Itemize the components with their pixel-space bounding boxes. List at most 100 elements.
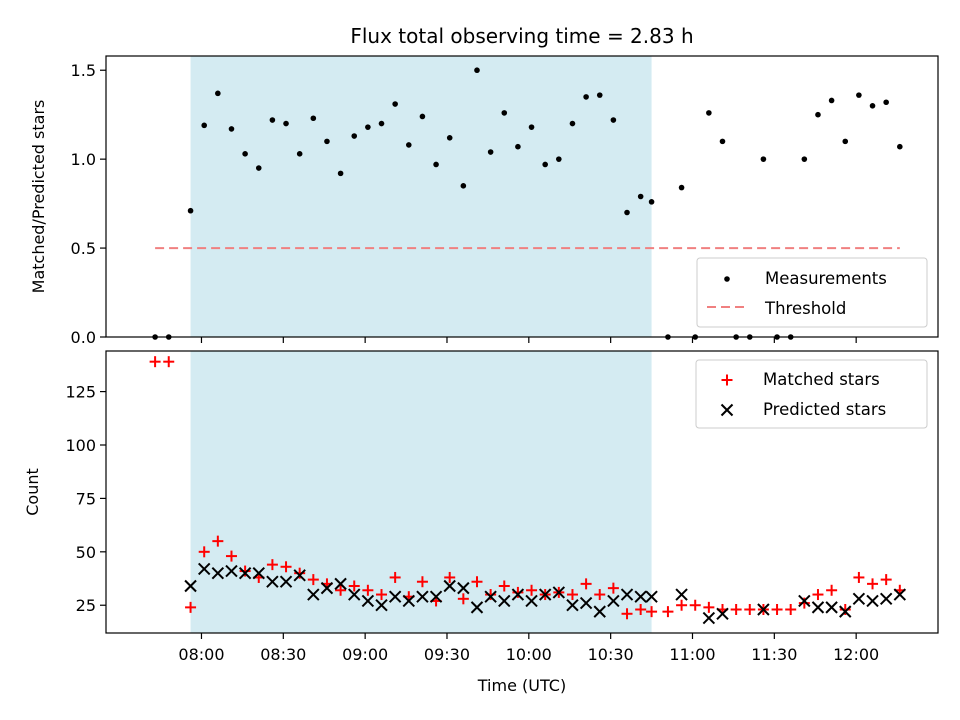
measurement-point <box>583 94 589 100</box>
xtick-label: 08:00 <box>178 645 224 664</box>
measurement-point <box>228 126 235 132</box>
measurement-point <box>460 183 467 189</box>
matched-star-point <box>239 565 251 577</box>
predicted-star-point <box>348 588 361 601</box>
measurement-point <box>242 151 248 157</box>
matched-star-point <box>662 606 674 618</box>
predicted-star-point <box>470 601 484 614</box>
matched-star-point <box>512 586 524 598</box>
predicted-star-point <box>675 588 688 601</box>
measurement-point <box>351 133 358 139</box>
predicted-star-point <box>320 581 334 595</box>
predicted-star-point <box>716 607 729 620</box>
measurement-point <box>378 120 385 127</box>
matched-star-point <box>580 578 592 590</box>
bottom-y-axis-label: Count <box>23 468 42 516</box>
measurement-point <box>856 92 862 98</box>
predicted-star-point <box>361 594 375 608</box>
measurement-point <box>760 156 767 162</box>
legend-measurements-marker <box>724 276 730 282</box>
matched-star-point <box>812 589 824 601</box>
measurement-point <box>556 156 562 162</box>
predicted-star-point <box>429 590 443 603</box>
bottom-observing-window <box>190 351 652 633</box>
predicted-star-point <box>307 588 320 601</box>
matched-star-point <box>839 604 851 615</box>
predicted-star-point <box>607 594 620 608</box>
predicted-star-point <box>634 590 647 603</box>
bottom-ytick-label: 125 <box>65 383 96 402</box>
predicted-star-point <box>225 564 238 578</box>
measurement-point <box>337 170 344 177</box>
predicted-star-point <box>211 566 225 580</box>
matched-star-point <box>785 604 797 615</box>
matched-star-point <box>621 608 633 620</box>
measurement-point <box>869 102 876 109</box>
predicted-star-point <box>866 594 879 608</box>
top-observing-window <box>190 56 652 337</box>
matched-star-point <box>294 567 306 579</box>
measurement-point <box>815 111 821 118</box>
bottom-ytick-label: 75 <box>76 489 96 508</box>
predicted-star-point <box>197 562 211 576</box>
matched-star-point <box>163 356 175 368</box>
measurement-point <box>706 110 712 116</box>
matched-star-point <box>348 580 360 592</box>
predicted-star-point <box>566 599 579 612</box>
measurement-point <box>433 161 439 168</box>
measurement-point <box>255 165 262 171</box>
measurement-point <box>446 135 453 141</box>
matched-star-point <box>676 599 688 611</box>
xtick-label: 10:30 <box>588 645 634 664</box>
xtick-label: 12:00 <box>833 645 879 664</box>
legend-matched-marker <box>721 374 733 386</box>
matched-star-point <box>689 599 701 611</box>
measurement-point <box>392 101 398 107</box>
top-ytick-label: 0.5 <box>71 239 96 258</box>
xtick-label: 11:00 <box>669 645 715 664</box>
chart-title: Flux total observing time = 2.83 h <box>350 24 693 48</box>
predicted-star-point <box>525 594 538 608</box>
measurement-point <box>637 193 644 200</box>
top-legend: Measurements Threshold <box>696 257 928 328</box>
matched-star-point <box>703 601 715 613</box>
matched-star-point <box>335 584 347 596</box>
legend-predicted-label: Predicted stars <box>763 400 886 419</box>
bottom-legend: Matched stars Predicted stars <box>695 359 928 429</box>
predicted-star-point <box>579 596 593 610</box>
matched-star-point <box>444 571 456 583</box>
matched-star-point <box>646 606 658 618</box>
measurement-point <box>474 67 480 74</box>
measurement-point <box>310 115 317 122</box>
predicted-star-point <box>593 605 606 618</box>
matched-star-point <box>185 601 197 613</box>
measurement-point <box>487 149 494 155</box>
top-panel: 0.0 0.5 1.0 1.5 Flux total observing time =… <box>29 24 939 347</box>
top-ytick-label: 1.0 <box>71 150 96 169</box>
predicted-star-point <box>279 575 293 588</box>
predicted-star-point <box>645 590 658 603</box>
matched-star-point <box>594 589 606 601</box>
matched-star-point <box>867 578 879 590</box>
measurement-point <box>624 209 630 216</box>
measurement-point <box>542 161 548 168</box>
matched-star-point <box>457 593 469 605</box>
matched-star-point <box>826 584 838 596</box>
matched-star-point <box>471 576 483 588</box>
predicted-star-point <box>839 605 852 618</box>
predicted-star-point <box>498 594 511 608</box>
predicted-star-point <box>879 592 893 606</box>
measurement-point <box>201 122 208 129</box>
legend-measurements-label: Measurements <box>765 269 887 288</box>
predicted-star-point <box>552 586 566 599</box>
top-ytick-label: 1.5 <box>71 61 96 80</box>
matched-star-point <box>607 582 619 594</box>
measurement-point <box>596 92 603 98</box>
legend-threshold-label: Threshold <box>764 299 846 318</box>
xtick-label: 10:00 <box>506 645 552 664</box>
measurement-point <box>828 97 835 104</box>
measurement-point <box>897 143 903 150</box>
predicted-star-point <box>511 588 525 601</box>
bottom-ytick-label: 100 <box>65 436 96 455</box>
